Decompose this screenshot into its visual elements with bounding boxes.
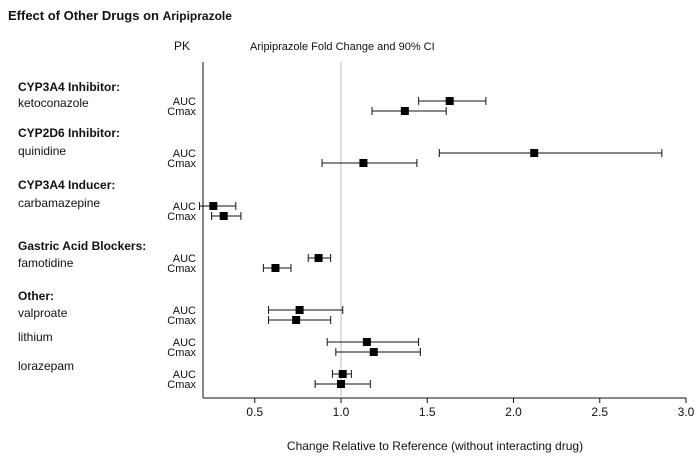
x-tick-label: 1.5 <box>419 405 436 419</box>
pk-header: PK <box>174 39 190 53</box>
panel-header: Aripiprazole Fold Change and 90% CI <box>250 41 435 53</box>
point-estimate-marker <box>369 348 378 356</box>
group-category-label: CYP2D6 Inhibitor: <box>18 126 120 140</box>
point-estimate-marker <box>362 338 371 346</box>
pk-label: AUC <box>173 253 196 265</box>
x-axis-label: Change Relative to Reference (without in… <box>287 439 583 453</box>
point-estimate-marker <box>295 306 304 314</box>
group-category-label: CYP3A4 Inhibitor: <box>18 80 120 94</box>
pk-label: Cmax <box>167 315 196 327</box>
drug-label: lorazepam <box>18 359 74 373</box>
pk-label: Cmax <box>167 263 196 275</box>
group-category-label: Gastric Acid Blockers: <box>18 239 146 253</box>
pk-label: Cmax <box>167 347 196 359</box>
point-estimate-marker <box>292 316 301 324</box>
pk-label: AUC <box>173 148 196 160</box>
pk-label: Cmax <box>167 158 196 170</box>
point-estimate-marker <box>530 149 539 157</box>
chart-title-drug: Aripiprazole <box>162 9 232 23</box>
drug-label: valproate <box>18 306 68 320</box>
pk-label: Cmax <box>167 211 196 223</box>
pk-label: Cmax <box>167 379 196 391</box>
drug-label: lithium <box>18 330 53 344</box>
point-estimate-marker <box>400 107 409 115</box>
drug-label: famotidine <box>18 256 74 270</box>
x-tick-label: 2.5 <box>591 405 608 419</box>
pk-label: AUC <box>173 337 196 349</box>
x-tick-label: 0.5 <box>246 405 263 419</box>
point-estimate-marker <box>337 380 345 388</box>
chart-title-text: Effect of Other Drugs on <box>8 8 159 23</box>
x-tick-label: 2.0 <box>505 405 522 419</box>
point-estimate-marker <box>209 202 218 210</box>
point-estimate-marker <box>445 97 454 105</box>
drug-label: quinidine <box>18 144 66 158</box>
pk-label: AUC <box>173 305 196 317</box>
x-tick-label: 1.0 <box>333 405 350 419</box>
point-estimate-marker <box>271 264 280 272</box>
drug-label: ketoconazole <box>18 96 89 110</box>
point-estimate-marker <box>359 159 368 167</box>
group-category-label: Other: <box>18 289 54 303</box>
pk-label: AUC <box>173 96 196 108</box>
point-estimate-marker <box>338 370 347 378</box>
pk-label: AUC <box>173 369 196 381</box>
group-category-label: CYP3A4 Inducer: <box>18 178 115 192</box>
pk-label: AUC <box>173 201 196 213</box>
x-tick-label: 3.0 <box>678 405 695 419</box>
pk-label: Cmax <box>167 106 196 118</box>
drug-label: carbamazepine <box>18 196 100 210</box>
chart-title: Effect of Other Drugs on Aripiprazole <box>8 8 232 23</box>
point-estimate-marker <box>314 254 323 262</box>
point-estimate-marker <box>219 212 228 220</box>
